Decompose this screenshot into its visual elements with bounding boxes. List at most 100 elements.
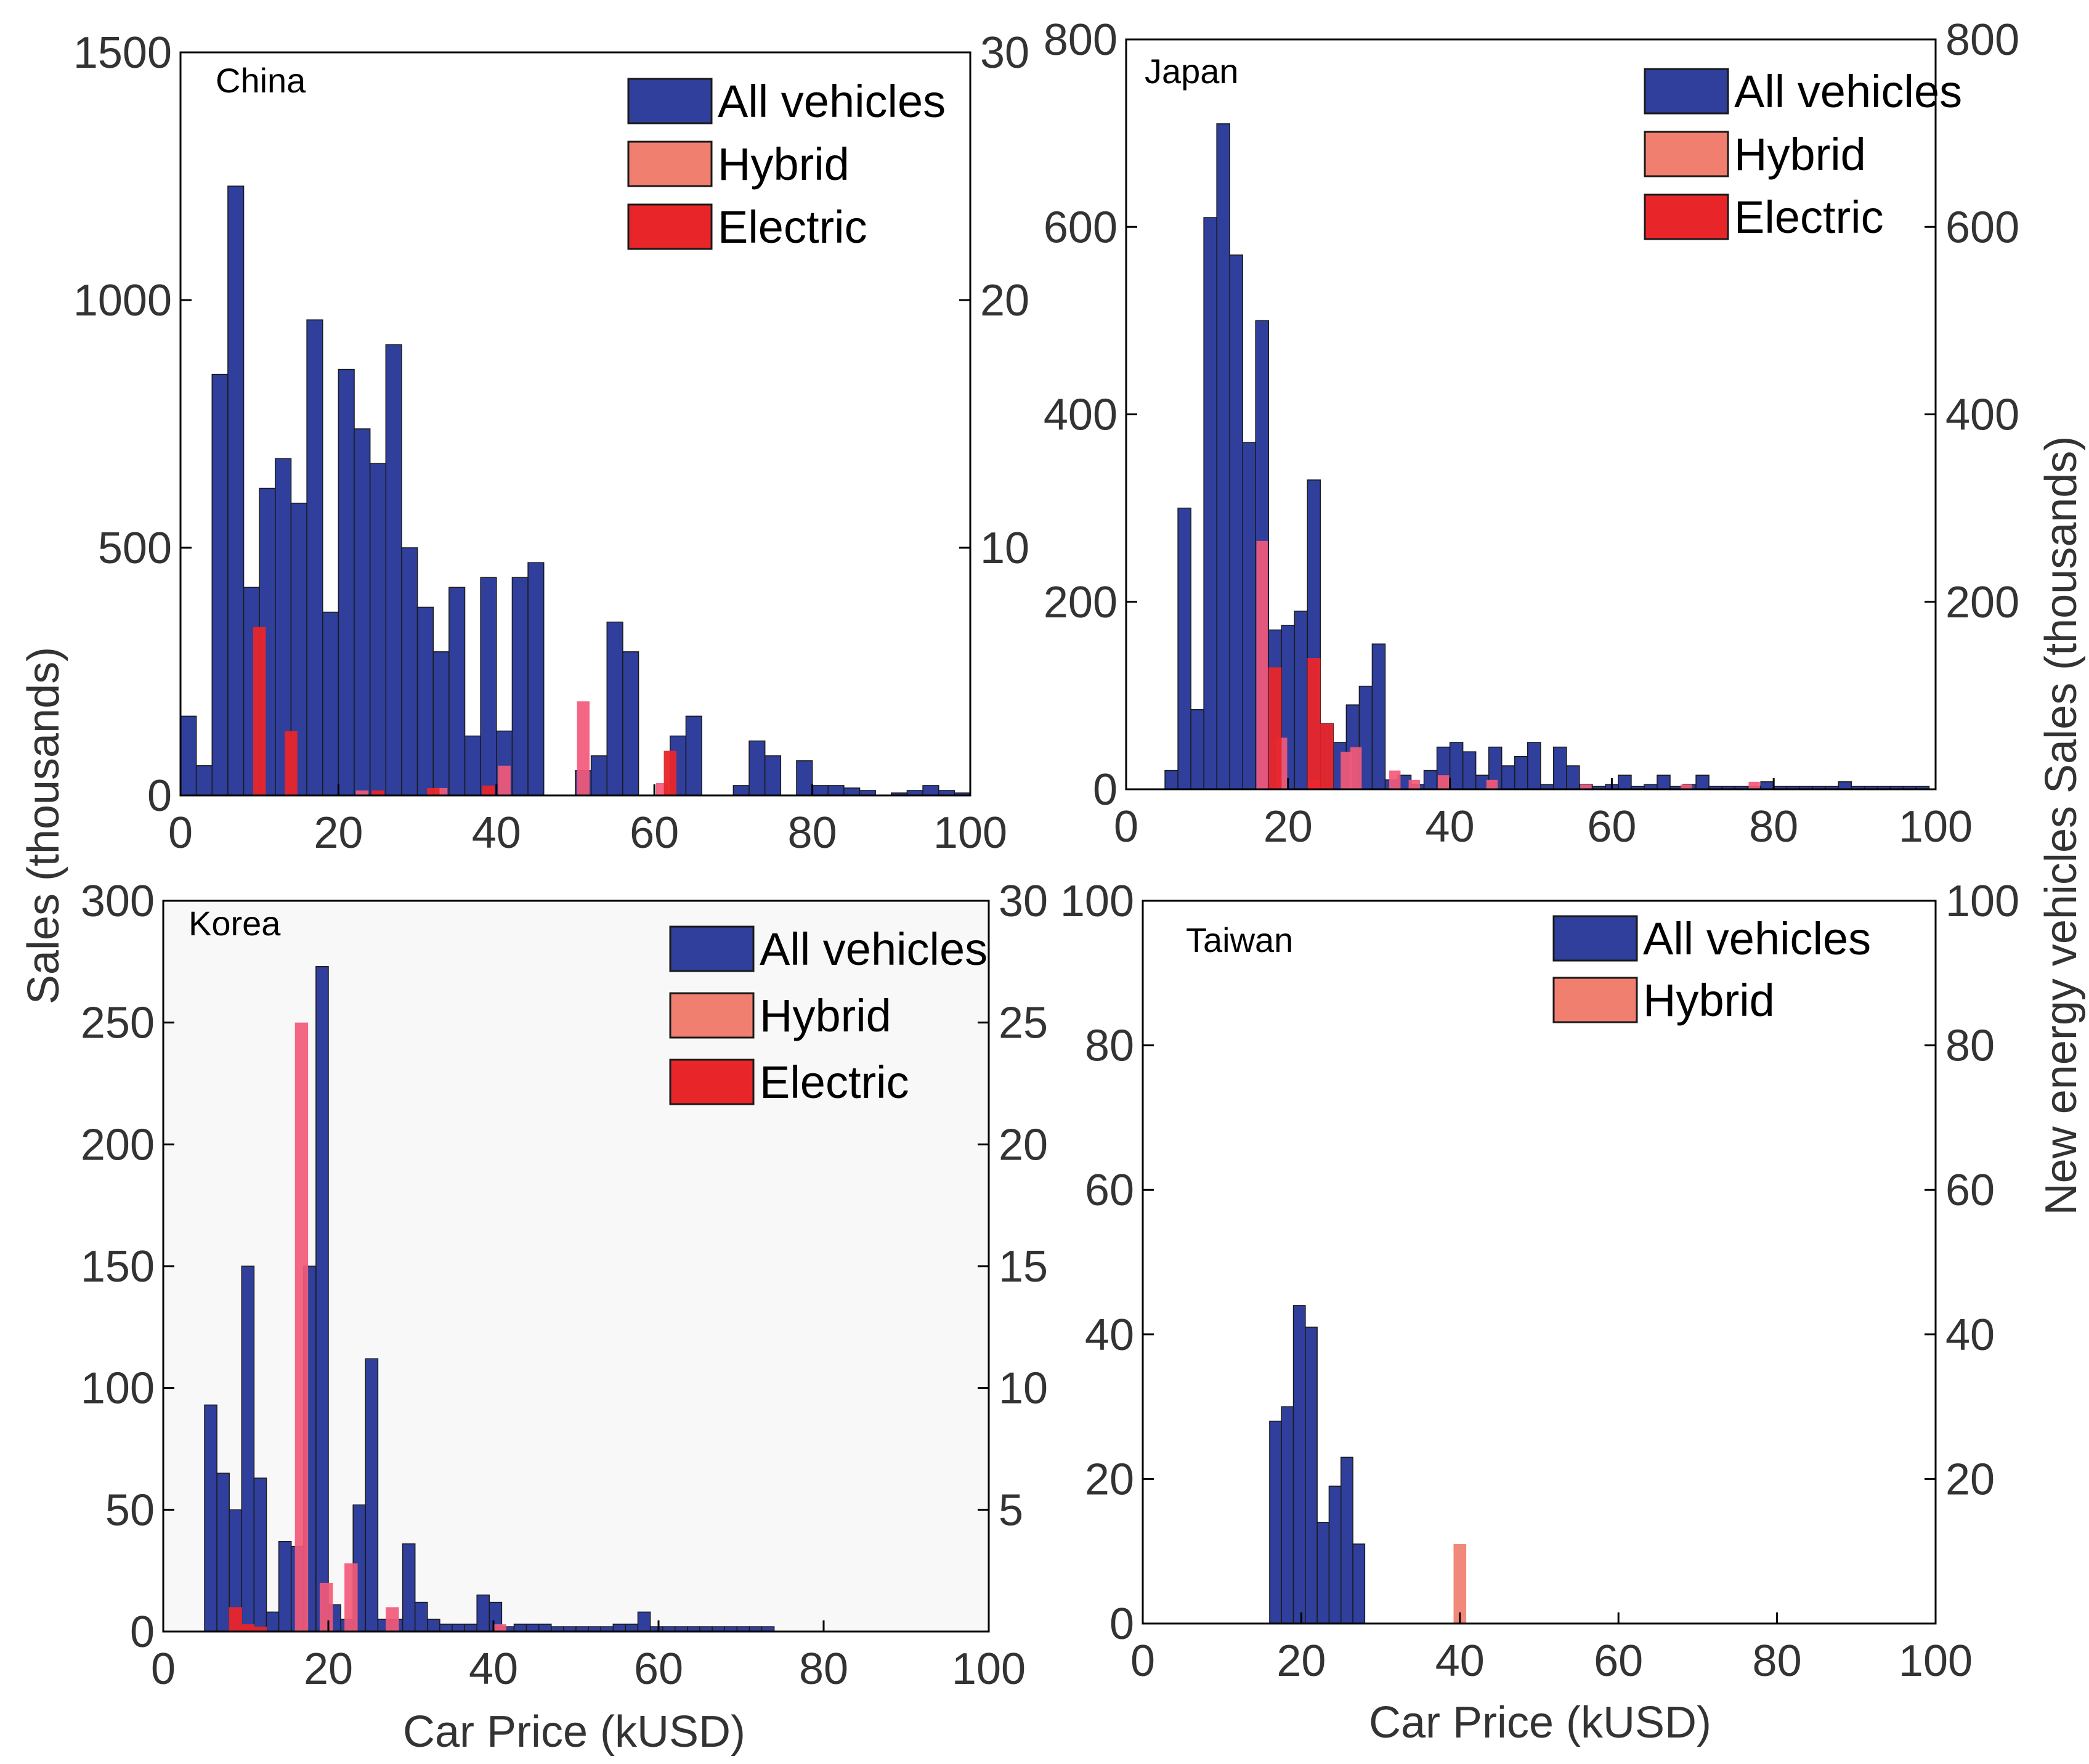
y-tick-label: 50 [105,1486,155,1535]
bar-all-vehicles [1216,123,1230,790]
y-tick-label: 80 [1085,1022,1134,1071]
bar-hybrid [1580,784,1592,789]
bar-hybrid [1453,1543,1467,1624]
bar-all-vehicles [1566,765,1580,790]
legend-swatch-electric [627,203,713,250]
bar-electric [229,1607,242,1632]
right-axis-title: New energy vehicles Sales (thousands) [2037,436,2086,1216]
legend-swatch-all-vehicles [627,78,713,124]
x-tick-label: 100 [1899,1636,1973,1686]
x-tick-label: 20 [1264,802,1313,852]
x-tick-label: 100 [933,808,1007,858]
bar-all-vehicles [1328,1486,1342,1624]
y2-tick-label: 800 [1945,15,2019,65]
x-tick-label: 60 [634,1644,683,1694]
x-tick-label: 80 [1753,1636,1802,1686]
bar-all-vehicles [464,735,481,796]
bar-all-vehicles [266,1611,280,1632]
y-tick-label: 250 [81,999,155,1048]
bar-all-vehicles [365,1358,379,1632]
bar-all-vehicles [764,755,782,796]
x-tick-label: 40 [1426,802,1475,852]
y2-tick-label: 30 [980,28,1029,78]
y-tick-label: 300 [81,877,155,926]
bar-all-vehicles [1553,746,1567,790]
bar-all-vehicles [452,1624,465,1632]
bar-hybrid [1389,770,1401,789]
x-tick-label: 40 [469,1644,518,1694]
x-tick-label: 40 [1435,1636,1485,1686]
bar-all-vehicles [322,611,339,796]
bar-electric [253,627,266,795]
bar-hybrid [319,1582,333,1632]
bar-all-vehicles [211,373,229,796]
y2-tick-label: 10 [980,524,1029,573]
bar-hybrid [344,1563,358,1632]
bar-all-vehicles [204,1404,217,1632]
bar-all-vehicles [253,1477,267,1632]
bar-hybrid [1681,784,1692,789]
bar-all-vehicles [1305,1327,1318,1624]
bar-hybrid [493,1624,506,1632]
y-tick-label: 60 [1085,1166,1134,1215]
legend-label: All vehicles [718,76,946,127]
x-tick-label: 80 [1749,802,1798,852]
bar-all-vehicles [216,1473,230,1632]
bar-all-vehicles [1760,781,1774,790]
bar-all-vehicles [612,1624,627,1632]
y-tick-label: 200 [1044,578,1118,627]
panel-title: China [216,61,306,100]
y2-tick-label: 400 [1945,391,2019,440]
bar-all-vehicles [416,606,434,796]
bar-hybrid [577,701,590,795]
x-tick-label: 0 [168,808,193,858]
x-tick-label: 20 [304,1644,353,1694]
taiwan-x-axis-title: Car Price (kUSD) [1369,1698,1711,1747]
legend-label: All vehicles [1734,66,1962,117]
bar-all-vehicles [637,1611,651,1632]
x-tick-label: 0 [1114,802,1138,852]
bar-hybrid [355,790,369,795]
y-tick-label: 0 [130,1608,155,1657]
y-tick-label: 1000 [73,276,172,325]
bar-hybrid [1350,747,1362,789]
panel-title: Taiwan [1186,921,1293,959]
bar-all-vehicles [1838,781,1852,790]
bar-all-vehicles [1316,1522,1330,1624]
bar-electric [285,731,298,795]
y2-tick-label: 80 [1945,1022,1995,1071]
bar-all-vehicles [511,577,529,796]
panel-japan: 0 200 400 600 800 200 400 600 800 0 20 40 60 80 100 Jap… [1044,15,2019,852]
x-tick-label: 20 [1276,1636,1326,1686]
bar-all-vehicles [195,765,213,796]
y-tick-label: 0 [147,771,172,821]
x-tick-label: 100 [952,1644,1026,1694]
left-axis-title: Sales (thousands) [19,647,68,1004]
bar-all-vehicles [513,1624,527,1632]
x-tick-label: 0 [1130,1636,1155,1686]
x-tick-label: 80 [799,1644,848,1694]
y2-tick-label: 30 [999,877,1048,926]
y-tick-label: 500 [98,524,172,573]
y2-tick-label: 20 [980,276,1029,325]
bar-electric [482,785,495,795]
bar-hybrid [294,1022,309,1632]
bar-all-vehicles [622,651,639,796]
y-tick-label: 100 [81,1364,155,1413]
bar-electric [1307,658,1321,789]
bar-all-vehicles [401,547,418,796]
bar-all-vehicles [796,760,813,796]
bar-hybrid [1408,779,1420,789]
bar-all-vehicles [1203,217,1217,790]
bar-all-vehicles [1371,643,1386,790]
y2-tick-label: 10 [999,1364,1048,1413]
y2-tick-label: 25 [999,999,1048,1048]
legend-label: Hybrid [760,990,891,1041]
y2-tick-label: 600 [1945,203,2019,252]
bar-electric [1320,723,1334,789]
bar-all-vehicles [527,562,545,796]
legend-label: Hybrid [1643,975,1775,1026]
bar-all-vehicles [1177,507,1191,790]
y2-tick-label: 20 [999,1120,1048,1169]
